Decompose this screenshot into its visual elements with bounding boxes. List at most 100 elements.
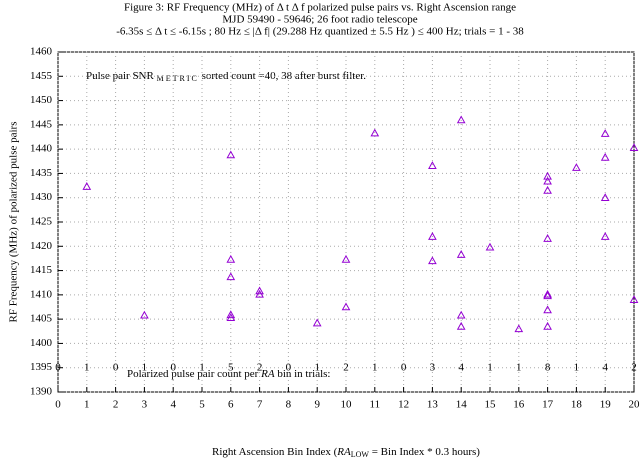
bin-count: 1 <box>574 362 580 374</box>
x-tick-label: 2 <box>113 399 119 411</box>
annotation: Polarized pulse pair count per RA bin in… <box>127 368 330 380</box>
data-point <box>226 313 236 321</box>
x-tick-label: 13 <box>427 399 439 411</box>
annotation: Pulse pair SNR METRIC sorted count =40, … <box>86 70 366 83</box>
data-point <box>255 289 264 298</box>
y-tick-label: 1420 <box>30 240 53 252</box>
annotation-part: Pulse pair SNR <box>86 70 157 82</box>
y-tick-label: 1405 <box>30 313 53 325</box>
data-point <box>543 171 552 180</box>
x-tick-label: 3 <box>142 399 148 411</box>
data-point <box>341 254 351 263</box>
data-point <box>600 232 610 240</box>
x-axis-label: Right Ascension Bin Index (RALOW = Bin I… <box>212 446 480 459</box>
x-tick-label: 16 <box>513 399 525 411</box>
x-tick-label: 11 <box>370 399 381 411</box>
x-tick-label: 1 <box>84 399 90 411</box>
data-point <box>514 324 524 333</box>
y-tick-label: 1425 <box>30 216 53 228</box>
data-point <box>456 250 466 258</box>
x-tick-label: 0 <box>55 399 61 411</box>
y-tick-label: 1445 <box>30 118 53 130</box>
bin-count: 1 <box>199 362 205 374</box>
data-point <box>456 321 466 330</box>
x-tick-label: 6 <box>228 399 234 411</box>
bin-count: 3 <box>430 362 436 374</box>
data-point <box>629 295 639 304</box>
annotation-part: bin in trials: <box>275 368 331 380</box>
x-label-part: LOW <box>351 450 370 459</box>
bin-count: 2 <box>257 362 263 374</box>
data-point <box>600 129 610 137</box>
data-point <box>629 143 639 151</box>
y-tick-label: 1415 <box>30 264 53 276</box>
x-tick-label: 15 <box>485 399 497 411</box>
y-tick-label: 1390 <box>30 386 53 398</box>
data-point <box>543 305 552 314</box>
bin-count: 0 <box>113 362 119 374</box>
x-label-part: Right Ascension Bin Index ( <box>212 446 338 458</box>
x-tick-label: 9 <box>314 399 320 411</box>
bin-count: 2 <box>631 362 637 374</box>
x-tick-label: 12 <box>398 399 409 411</box>
y-tick-label: 1400 <box>30 337 53 349</box>
data-point <box>226 310 236 319</box>
data-point <box>485 242 495 251</box>
x-tick-label: 18 <box>571 399 583 411</box>
y-tick-label: 1455 <box>30 70 53 82</box>
x-tick-label: 4 <box>170 399 176 411</box>
x-tick-label: 5 <box>199 399 205 411</box>
x-tick-label: 20 <box>629 399 640 411</box>
data-point <box>543 291 552 300</box>
x-label-part: RA <box>336 446 351 458</box>
x-label-part: = Bin Index * 0.3 hours) <box>369 446 480 458</box>
data-point <box>255 286 264 295</box>
bin-count: 1 <box>516 362 522 374</box>
bin-count: 5 <box>228 362 234 374</box>
bin-count: 0 <box>286 362 292 374</box>
annotation-part: METRIC <box>157 74 199 83</box>
data-point <box>572 163 581 171</box>
data-point <box>82 182 92 190</box>
x-tick-label: 8 <box>286 399 292 411</box>
chart-title: Figure 3: RF Frequency (MHz) of Δ t Δ f … <box>124 2 516 14</box>
data-point <box>543 289 552 298</box>
y-tick-label: 1395 <box>30 361 53 373</box>
y-tick-label: 1460 <box>30 46 53 58</box>
x-tick-label: 19 <box>600 399 612 411</box>
y-tick-label: 1450 <box>30 94 53 106</box>
bin-count: 4 <box>458 362 464 374</box>
data-point <box>428 161 437 169</box>
data-point <box>600 193 610 202</box>
bin-count: 4 <box>602 362 608 374</box>
data-point <box>312 318 322 327</box>
bin-count: 1 <box>84 362 90 374</box>
data-point <box>140 310 149 319</box>
data-point <box>600 152 610 161</box>
y-tick-label: 1410 <box>30 288 53 300</box>
bin-count: 1 <box>372 362 378 374</box>
y-tick-label: 1440 <box>30 143 53 155</box>
data-point <box>543 321 552 330</box>
y-tick-label: 1430 <box>30 191 53 203</box>
y-tick-label: 1435 <box>30 167 53 179</box>
bin-count: 1 <box>142 362 148 374</box>
data-point <box>226 254 236 263</box>
data-point <box>543 233 552 242</box>
annotation-part: sorted count =40, 38 after burst filter. <box>199 70 366 82</box>
chart-subtitle: MJD 59490 - 59646; 26 foot radio telesco… <box>222 14 417 26</box>
bin-count: 2 <box>343 362 349 374</box>
x-tick-label: 10 <box>341 399 353 411</box>
data-point <box>226 150 236 159</box>
bin-count: 0 <box>170 362 176 374</box>
chart-subtitle: -6.35s ≤ Δ t ≤ -6.15s ; 80 Hz ≤ |Δ f| (2… <box>116 26 524 38</box>
bin-count: 1 <box>487 362 493 374</box>
data-point <box>456 310 466 319</box>
data-point <box>428 256 437 265</box>
data-point <box>428 232 437 240</box>
bin-count: 0 <box>401 362 407 374</box>
x-tick-label: 7 <box>257 399 263 411</box>
data-point <box>543 176 552 185</box>
annotation-part: Polarized pulse pair count per <box>127 368 261 380</box>
